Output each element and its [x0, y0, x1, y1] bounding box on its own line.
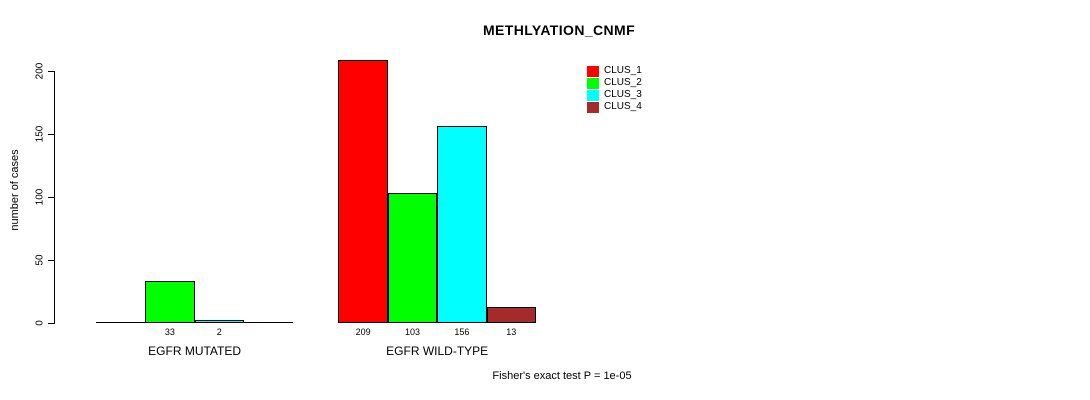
- legend-label: CLUS_4: [604, 101, 642, 112]
- y-tick-mark: [48, 260, 54, 261]
- legend-label: CLUS_3: [604, 89, 642, 100]
- legend: CLUS_1 CLUS_2 CLUS_3 CLUS_4: [587, 65, 642, 113]
- bar-CLUS_4-group1: [244, 322, 294, 323]
- y-tick-mark: [48, 134, 54, 135]
- legend-swatch-icon: [587, 65, 599, 77]
- bar-value-label: 2: [216, 327, 222, 337]
- y-tick-label: 0: [34, 320, 46, 326]
- legend-row-CLUS_2: CLUS_2: [587, 77, 642, 89]
- bar-CLUS_1-group1: [95, 322, 146, 323]
- legend-label: CLUS_2: [604, 77, 642, 88]
- bar-CLUS_2-group1: [145, 281, 195, 323]
- legend-swatch-icon: [587, 89, 599, 101]
- y-tick-label: 200: [34, 62, 46, 80]
- y-tick-mark: [48, 71, 54, 72]
- y-tick-mark: [48, 197, 54, 198]
- chart-title: METHLYATION_CNMF: [482, 22, 636, 38]
- bar-value-label: 13: [506, 327, 517, 337]
- fisher-test-annotation: Fisher's exact test P = 1e-05: [492, 370, 632, 382]
- legend-row-CLUS_4: CLUS_4: [587, 101, 642, 113]
- y-tick-label: 50: [34, 254, 46, 266]
- bar-CLUS_2-group2: [387, 193, 438, 323]
- bar-CLUS_4-group2: [486, 306, 536, 323]
- y-axis-line: [54, 71, 55, 324]
- bar-value-label: 103: [404, 327, 420, 337]
- bar-value-label: 33: [164, 327, 175, 337]
- legend-row-CLUS_1: CLUS_1: [587, 65, 642, 77]
- bar-value-label: 156: [454, 327, 470, 337]
- legend-label: CLUS_1: [604, 65, 642, 76]
- legend-swatch-icon: [587, 77, 599, 89]
- y-axis-label: number of cases: [9, 149, 21, 231]
- legend-row-CLUS_3: CLUS_3: [587, 89, 642, 101]
- legend-swatch-icon: [587, 101, 599, 113]
- bar-CLUS_3-group2: [437, 126, 487, 323]
- y-tick-mark: [48, 323, 54, 324]
- bar-CLUS_1-group2: [338, 59, 388, 323]
- bar-value-label: 209: [355, 327, 371, 337]
- y-tick-label: 100: [34, 188, 46, 206]
- y-tick-label: 150: [34, 125, 46, 143]
- bar-CLUS_3-group1: [194, 320, 244, 323]
- x-group-label: EGFR WILD-TYPE: [386, 344, 489, 358]
- x-group-label: EGFR MUTATED: [148, 344, 242, 358]
